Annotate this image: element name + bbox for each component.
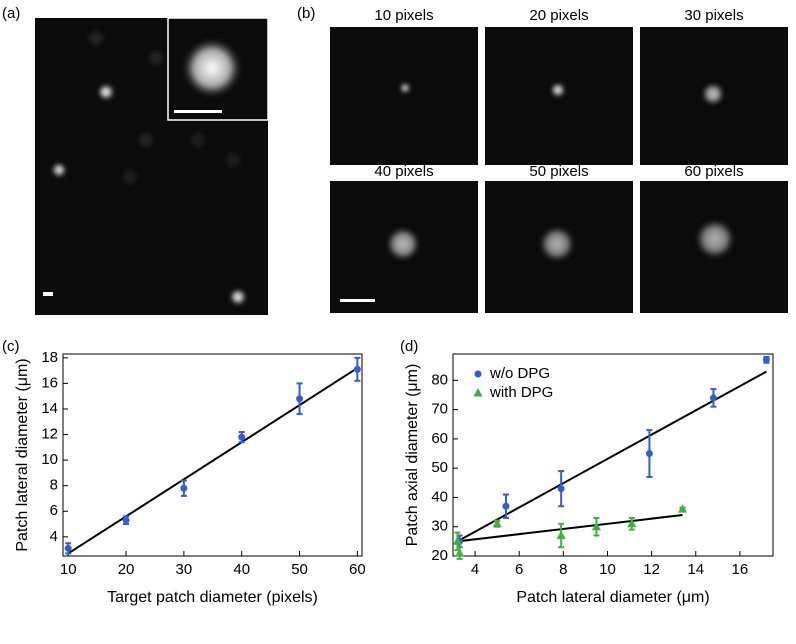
y-tick-label: 14	[41, 400, 58, 417]
legend-marker	[474, 370, 482, 378]
y-tick-label: 6	[50, 502, 58, 519]
y-tick-label: 4	[50, 528, 58, 545]
plot-frame	[452, 353, 774, 557]
micrograph-grid	[330, 27, 788, 313]
x-tick-label: 14	[687, 561, 704, 578]
marker	[502, 502, 510, 510]
x-tick-label: 4	[471, 561, 479, 578]
x-axis-label: Target patch diameter (pixels)	[107, 589, 318, 606]
panel-label: (a)	[2, 5, 20, 22]
y-tick-label: 18	[41, 349, 58, 366]
plot-frame	[62, 353, 363, 557]
y-tick-label: 60	[431, 430, 448, 447]
x-tick-label: 10	[599, 561, 616, 578]
image-label: 30 pixels	[684, 7, 743, 24]
image-label: 10 pixels	[374, 7, 433, 24]
y-tick-label: 12	[41, 426, 58, 443]
legend-marker	[473, 388, 483, 397]
marker	[455, 548, 465, 557]
marker	[64, 544, 72, 552]
x-tick-label: 6	[515, 561, 523, 578]
panel-label: (b)	[297, 5, 315, 22]
x-tick-label: 50	[291, 561, 308, 578]
y-tick-label: 16	[41, 374, 58, 391]
y-tick-label: 80	[431, 371, 448, 388]
marker	[591, 521, 601, 531]
y-tick-label: 50	[431, 459, 448, 476]
marker	[709, 394, 717, 402]
y-axis-label: Patch axial diameter (μm)	[404, 364, 421, 547]
marker	[762, 356, 770, 364]
image-label: 20 pixels	[529, 7, 588, 24]
fit-line	[457, 514, 683, 543]
marker	[353, 365, 361, 373]
marker	[492, 518, 502, 528]
marker	[122, 516, 130, 524]
x-tick-label: 10	[60, 561, 77, 578]
marker	[452, 536, 462, 545]
x-axis-label: Patch lateral diameter (μm)	[516, 589, 709, 606]
panel-label: (c)	[2, 338, 20, 355]
legend-label: with DPG	[489, 384, 553, 401]
marker	[180, 484, 188, 492]
x-tick-label: 20	[118, 561, 135, 578]
marker	[238, 433, 246, 441]
y-axis-label: Patch lateral diameter (μm)	[14, 358, 31, 551]
y-tick-label: 20	[431, 547, 448, 564]
panel-label: (d)	[400, 338, 418, 355]
y-tick-label: 30	[431, 518, 448, 535]
y-tick-label: 70	[431, 401, 448, 418]
x-tick-label: 40	[233, 561, 250, 578]
legend-label: w/o DPG	[489, 365, 550, 382]
y-tick-label: 10	[41, 451, 58, 468]
micrograph	[35, 17, 269, 315]
marker	[645, 450, 653, 458]
marker	[556, 530, 566, 540]
image-label: 50 pixels	[529, 163, 588, 180]
x-tick-label: 8	[559, 561, 567, 578]
marker	[557, 485, 565, 493]
y-tick-label: 8	[50, 477, 58, 494]
image-label: 60 pixels	[684, 163, 743, 180]
x-tick-label: 60	[349, 561, 366, 578]
marker	[678, 504, 688, 513]
marker	[296, 395, 304, 403]
x-tick-label: 30	[176, 561, 193, 578]
image-label: 40 pixels	[374, 163, 433, 180]
x-tick-label: 16	[732, 561, 749, 578]
x-tick-label: 12	[643, 561, 660, 578]
y-tick-label: 40	[431, 488, 448, 505]
marker	[627, 518, 637, 528]
fit-line	[67, 367, 358, 555]
